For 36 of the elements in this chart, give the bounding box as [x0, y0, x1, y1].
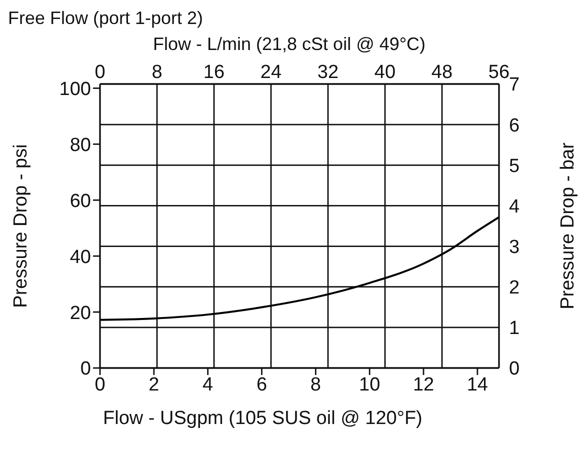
y-tick-label: 100 — [59, 78, 91, 100]
x2-tick-label: 32 — [317, 62, 339, 83]
x-tick-label: 8 — [310, 374, 321, 396]
x-tick-label: 4 — [202, 374, 214, 396]
x-tick-label: 12 — [412, 374, 434, 396]
y2-axis-title: Pressure Drop - bar — [558, 142, 579, 310]
x-tick-label: 10 — [359, 374, 380, 396]
x-tick-label: 6 — [256, 374, 268, 396]
x2-tick-label: 24 — [260, 62, 282, 83]
y-tick-label: 80 — [70, 134, 91, 156]
x-axis-title: Flow - USgpm (105 SUS oil @ 120°F) — [103, 408, 424, 430]
chart-title: Free Flow (port 1-port 2) — [8, 8, 204, 30]
x2-axis-title: Flow - L/min (21,8 cSt oil @ 49°C) — [153, 34, 427, 56]
y-axis-title: Pressure Drop - psi — [10, 144, 32, 308]
line-series — [100, 216, 499, 321]
y2-tick-label: 5 — [509, 156, 520, 177]
y2-tick-label: 0 — [509, 358, 520, 380]
x2-tick-label: 0 — [94, 62, 106, 83]
y-tick-label: 0 — [80, 358, 91, 380]
x2-tick-label: 48 — [431, 62, 453, 83]
y2-tick-label: 2 — [509, 278, 520, 299]
y2-tick-label: 3 — [509, 237, 520, 258]
y2-tick-label: 4 — [509, 196, 520, 218]
x-tick-label: 0 — [94, 374, 106, 396]
y2-tick-label: 6 — [509, 115, 520, 136]
y-tick-label: 40 — [70, 246, 91, 268]
x-tick-label: 2 — [148, 374, 160, 396]
x2-tick-label: 8 — [152, 62, 162, 83]
x2-tick-label: 16 — [203, 62, 225, 83]
x2-tick-label: 56 — [488, 62, 510, 83]
y-tick-label: 60 — [70, 190, 91, 212]
x-tick-label: 14 — [466, 374, 488, 396]
y-tick-label: 20 — [70, 302, 91, 324]
y2-tick-label: 1 — [509, 318, 520, 340]
x2-tick-label: 40 — [374, 62, 396, 83]
y2-tick-label: 7 — [509, 74, 520, 96]
